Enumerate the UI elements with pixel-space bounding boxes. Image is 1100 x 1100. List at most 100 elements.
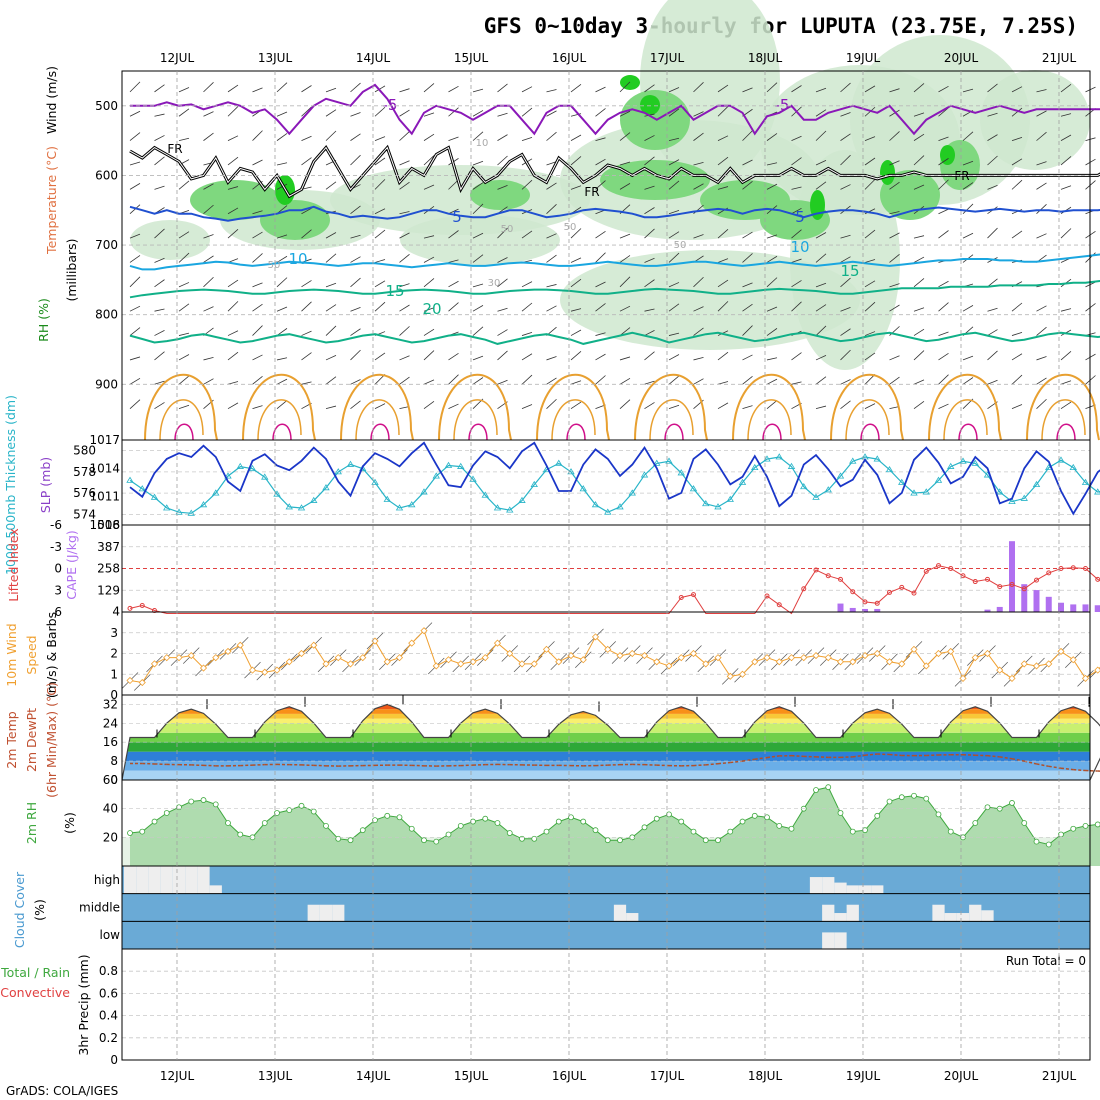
isotherm-35-arch xyxy=(664,423,684,441)
wind-speed-point xyxy=(199,664,208,672)
upper-wind-barb xyxy=(717,381,729,385)
upper-wind-barb xyxy=(497,83,508,93)
upper-wind-barb xyxy=(938,136,949,141)
thickness-point xyxy=(628,489,636,496)
upper-wind-barb xyxy=(742,253,753,263)
upper-wind-barb xyxy=(570,134,582,141)
thickness-point xyxy=(1069,463,1077,471)
upper-wind-barb xyxy=(252,231,263,239)
wind-speed-point xyxy=(873,649,881,658)
upper-wind-barb xyxy=(668,354,680,361)
upper-wind-barb xyxy=(227,228,239,239)
rh-point xyxy=(1058,831,1064,838)
upper-wind-barb xyxy=(864,85,876,93)
cloud-low-bar xyxy=(834,932,847,949)
upper-wind-barb xyxy=(815,354,827,361)
lifted-index-point xyxy=(838,576,843,582)
isotherm-30-arch xyxy=(649,399,694,441)
upper-wind-barb xyxy=(693,306,704,312)
upper-wind-barb xyxy=(227,351,239,361)
upper-wind-barb xyxy=(374,259,386,263)
upper-wind-barb xyxy=(129,356,141,361)
rh-point xyxy=(653,815,660,822)
upper-wind-barb xyxy=(178,332,190,336)
top-day-label: 16JUL xyxy=(552,51,587,65)
upper-wind-barb xyxy=(1060,308,1072,312)
upper-wind-barb xyxy=(791,280,802,288)
thickness-point xyxy=(187,509,195,516)
upper-wind-barb xyxy=(129,233,141,239)
temperature-contour-label: -5 xyxy=(775,96,790,114)
upper-wind-barb xyxy=(693,162,704,166)
upper-wind-barb xyxy=(987,155,998,166)
upper-wind-barb xyxy=(815,253,827,263)
temp-ytick-label: 32 xyxy=(103,697,118,711)
isotherm-30-arch xyxy=(1041,399,1086,441)
temperature-contour-label: 20 xyxy=(422,300,441,318)
upper-wind-barb xyxy=(693,234,704,239)
wind-speed-point xyxy=(653,658,661,666)
upper-wind-barb xyxy=(864,301,876,312)
upper-wind-barb xyxy=(570,351,582,361)
wind-speed-point xyxy=(996,666,1004,674)
cape-bar xyxy=(996,606,1003,612)
cloud-middle-bar xyxy=(846,904,859,922)
thickness-point xyxy=(616,503,624,510)
upper-wind-barb xyxy=(742,181,753,190)
wind-speed-point xyxy=(775,658,783,666)
cape-bar xyxy=(862,608,868,612)
upper-wind-barb xyxy=(325,253,337,263)
lifted-index-point xyxy=(1021,586,1027,592)
upper-wind-barb xyxy=(374,179,386,190)
upper-wind-barb xyxy=(1011,404,1023,410)
rh-area xyxy=(130,787,1100,866)
cloud-middle-bar xyxy=(944,913,957,922)
upper-wind-barb xyxy=(766,162,778,166)
upper-wind-barb xyxy=(325,325,337,336)
lifted-index-point xyxy=(911,590,917,596)
upper-wind-barb xyxy=(325,282,337,288)
thickness-point xyxy=(812,493,820,500)
cloud-middle-bar xyxy=(319,904,333,922)
upper-wind-barb xyxy=(717,301,729,312)
upper-wind-barb xyxy=(693,356,704,361)
upper-wind-barb xyxy=(399,88,410,93)
upper-wind-barb xyxy=(840,133,851,141)
isotherm-25-arch xyxy=(830,374,904,441)
rh-light-region-7 xyxy=(980,70,1090,170)
wind-speed-point xyxy=(677,654,685,662)
upper-wind-barb xyxy=(252,87,263,93)
lifted-index-point xyxy=(1083,566,1088,571)
lifted-index-point xyxy=(850,589,856,595)
temperature-contour-label: 5 xyxy=(452,208,462,226)
upper-wind-barb xyxy=(840,112,851,117)
upper-wind-barb xyxy=(399,232,410,239)
rh-point xyxy=(163,810,170,816)
upper-wind-barb xyxy=(815,282,827,288)
lifted-index-point xyxy=(985,576,990,582)
upper-wind-barb xyxy=(987,83,998,93)
isotherm-30-arch xyxy=(747,399,792,441)
cloud-middle-bar xyxy=(956,913,970,922)
upper-wind-barb xyxy=(154,279,165,288)
upper-wind-barb xyxy=(938,403,949,410)
upper-wind-barb xyxy=(619,276,631,288)
wind-speed-point xyxy=(1069,656,1077,664)
upper-wind-barb xyxy=(497,278,508,288)
thickness-point xyxy=(297,504,306,511)
upper-wind-barb xyxy=(962,88,974,93)
upper-wind-barb xyxy=(423,256,435,263)
thickness-point xyxy=(787,462,796,469)
upper-wind-barb xyxy=(619,305,631,312)
upper-wind-barb xyxy=(546,131,557,141)
thickness-point xyxy=(702,499,710,507)
upper-wind-barb xyxy=(889,131,900,141)
lifted-index-point xyxy=(813,567,819,573)
upper-wind-barb xyxy=(889,88,900,93)
cloud-high-label: high xyxy=(94,873,120,887)
wind-speed-point xyxy=(555,658,563,666)
upper-wind-barb xyxy=(252,375,263,385)
upper-wind-barb xyxy=(766,306,778,312)
upper-wind-barb xyxy=(619,233,631,239)
